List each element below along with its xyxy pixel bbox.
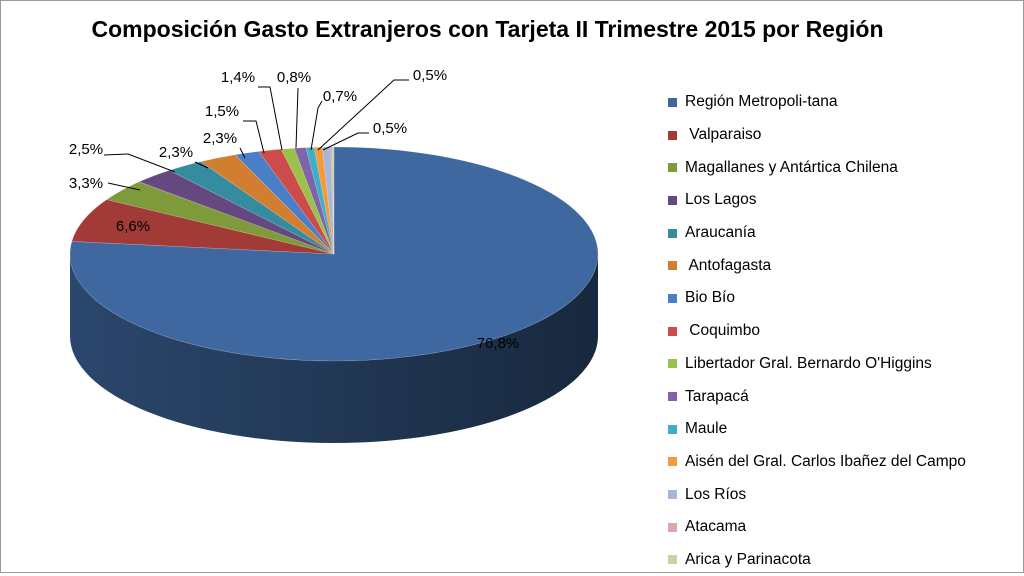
legend-label: Bio Bío (685, 289, 735, 307)
legend-label: Magallanes y Antártica Chilena (685, 158, 898, 176)
pie-slice (69, 146, 599, 362)
chart-legend: Región Metropoli-tana Valparaiso Magallan… (668, 86, 1018, 576)
data-label: 6,6% (116, 218, 150, 235)
legend-swatch (668, 228, 677, 238)
pie-slice (105, 181, 335, 255)
data-label: 0,7% (323, 88, 357, 105)
legend-item: Valparaiso (668, 119, 1018, 152)
legend-swatch (668, 261, 677, 271)
leader-line (295, 87, 299, 149)
legend-item: Libertador Gral. Bernardo O'Higgins (668, 348, 1018, 381)
data-label: 0,8% (277, 69, 311, 86)
pie-slice (293, 147, 335, 255)
pie-slice (330, 146, 335, 255)
legend-swatch (668, 359, 677, 369)
legend-swatch (668, 424, 677, 434)
legend-label: Arica y Parinacota (685, 550, 811, 568)
pie-slice (280, 147, 335, 255)
leader-line (194, 161, 209, 169)
data-label: 2,3% (159, 144, 193, 161)
legend-label: Los Ríos (685, 485, 747, 503)
legend-label: Libertador Gral. Bernardo O'Higgins (685, 354, 932, 372)
pie-slice (322, 146, 335, 255)
pie-slice (234, 151, 335, 255)
data-label: 1,5% (205, 103, 239, 120)
legend-item: Araucanía (668, 217, 1018, 250)
data-label: 1,4% (221, 69, 255, 86)
legend-label: Región Metropoli-tana (685, 93, 838, 111)
legend-label: Coquimbo (685, 322, 760, 340)
legend-label: Tarapacá (685, 387, 749, 405)
leader-line (317, 79, 409, 151)
legend-item: Los Lagos (668, 184, 1018, 217)
leader-line (103, 153, 176, 173)
legend-item: Arica y Parinacota (668, 544, 1018, 576)
legend-item: Los Ríos (668, 478, 1018, 511)
legend-swatch (668, 392, 677, 402)
leader-line (310, 100, 323, 151)
legend-item: Maule (668, 413, 1018, 446)
legend-item: Magallanes y Antártica Chilena (668, 151, 1018, 184)
pie-slice (313, 146, 335, 255)
legend-swatch (668, 195, 677, 205)
pie-slice (305, 146, 335, 255)
leader-line (258, 86, 283, 151)
leader-line (239, 147, 246, 159)
data-label: 3,3% (69, 175, 103, 192)
legend-swatch (668, 326, 677, 336)
data-label: 2,3% (203, 130, 237, 147)
legend-swatch (668, 293, 677, 303)
legend-swatch (668, 97, 677, 107)
data-label: 76,8% (477, 335, 520, 352)
pie-slice-side (70, 254, 598, 443)
legend-item: Atacama (668, 511, 1018, 544)
pie-slice (258, 148, 335, 255)
leader-line (107, 182, 141, 191)
legend-item: Aisén del Gral. Carlos Ibañez del Campo (668, 446, 1018, 479)
pie-slice (332, 146, 335, 255)
legend-swatch (668, 130, 677, 140)
legend-label: Antofagasta (685, 256, 772, 274)
chart-title: Composición Gasto Extranjeros con Tarjet… (91, 16, 884, 42)
leader-line (243, 120, 265, 154)
legend-swatch (668, 555, 677, 565)
legend-label: Valparaiso (685, 126, 762, 144)
legend-swatch (668, 163, 677, 173)
legend-label: Aisén del Gral. Carlos Ibañez del Campo (685, 452, 966, 470)
legend-label: Maule (685, 420, 728, 438)
pie-slice (200, 154, 335, 255)
legend-label: Araucanía (685, 224, 756, 242)
data-label: 0,5% (413, 67, 447, 84)
legend-item: Coquimbo (668, 315, 1018, 348)
legend-item: Tarapacá (668, 380, 1018, 413)
pie-slice (71, 199, 335, 255)
data-label: 2,5% (69, 141, 103, 158)
legend-label: Atacama (685, 518, 747, 536)
legend-swatch (668, 457, 677, 467)
data-label: 0,5% (373, 120, 407, 137)
legend-swatch (668, 490, 677, 500)
leader-line (322, 132, 369, 151)
legend-item: Región Metropoli-tana (668, 86, 1018, 119)
legend-item: Bio Bío (668, 282, 1018, 315)
legend-swatch (668, 522, 677, 532)
legend-label: Los Lagos (685, 191, 757, 209)
legend-item: Antofagasta (668, 249, 1018, 282)
